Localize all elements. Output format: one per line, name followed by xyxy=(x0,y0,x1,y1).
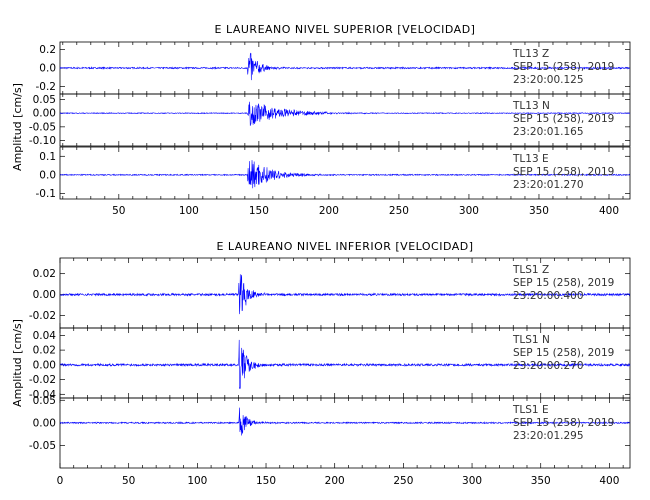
waveform-line xyxy=(59,274,631,315)
x-tick-label: 200 xyxy=(319,205,339,217)
y-tick-label: 0.05 xyxy=(33,94,56,106)
start-time-label: 23:20:01.165 xyxy=(513,126,584,138)
top-panel-title: E LAUREANO NIVEL SUPERIOR [VELOCIDAD] xyxy=(215,23,476,36)
start-time-label: 23:20:00.270 xyxy=(513,360,584,372)
start-time-label: 23:20:00.125 xyxy=(513,74,584,86)
y-tick-label: -0.1 xyxy=(36,188,57,200)
y-tick-label: 0.02 xyxy=(33,345,56,357)
date-label: SEP 15 (258), 2019 xyxy=(513,61,614,73)
x-tick-label: 50 xyxy=(112,205,125,217)
waveform-line xyxy=(59,407,631,436)
x-tick-label: 300 xyxy=(462,475,482,487)
y-tick-label: 0.04 xyxy=(33,330,57,342)
y-tick-label: 0.2 xyxy=(39,44,56,56)
date-label: SEP 15 (258), 2019 xyxy=(513,277,614,289)
date-label: SEP 15 (258), 2019 xyxy=(513,347,614,359)
station-label: TL13 N xyxy=(512,100,550,112)
y-tick-label: 0.00 xyxy=(33,289,56,301)
x-tick-label: 100 xyxy=(187,475,207,487)
date-label: SEP 15 (258), 2019 xyxy=(513,166,614,178)
x-tick-label: 150 xyxy=(249,205,269,217)
y-tick-label: 0.00 xyxy=(33,108,56,120)
date-label: SEP 15 (258), 2019 xyxy=(513,113,614,125)
bottom-panel: 0 50 100 150 200 250 300 350 400 0.02 0.00 -0.02 TLS… xyxy=(29,257,631,487)
x-tick-label: 0 xyxy=(57,475,64,487)
trace-frame xyxy=(59,93,631,147)
x-tick-label: 250 xyxy=(389,205,409,217)
x-tick-label: 200 xyxy=(325,475,345,487)
station-label: TLS1 Z xyxy=(512,264,549,276)
x-tick-label: 400 xyxy=(599,205,619,217)
x-tick-label: 50 xyxy=(122,475,135,487)
x-tick-label: 350 xyxy=(529,205,549,217)
y-tick-label: 0.00 xyxy=(33,359,56,371)
waveform-line xyxy=(59,101,631,126)
y-tick-label: 0.0 xyxy=(39,169,56,181)
x-tick-label: 250 xyxy=(393,475,413,487)
x-tick-label: 300 xyxy=(459,205,479,217)
y-tick-label: 0.0 xyxy=(39,63,56,75)
waveform-line xyxy=(59,339,631,390)
x-tick-label: 350 xyxy=(531,475,551,487)
station-label: TLS1 N xyxy=(512,334,550,346)
bottom-panel-title: E LAUREANO NIVEL INFERIOR [VELOCIDAD] xyxy=(216,240,473,253)
y-tick-label: -0.04 xyxy=(29,389,56,401)
y-tick-label: -0.05 xyxy=(29,121,56,133)
top-panel-ylabel: Amplitud [cm/s] xyxy=(11,83,24,171)
station-label: TLS1 E xyxy=(512,404,549,416)
y-tick-label: -0.05 xyxy=(29,440,56,452)
y-tick-label: 0.00 xyxy=(33,417,56,429)
start-time-label: 23:20:00.400 xyxy=(513,290,584,302)
trace-frame xyxy=(59,397,631,469)
start-time-label: 23:20:01.295 xyxy=(513,430,584,442)
trace-frame xyxy=(59,146,631,200)
x-tick-label: 150 xyxy=(256,475,276,487)
y-tick-label: -0.10 xyxy=(29,135,56,147)
date-label: SEP 15 (258), 2019 xyxy=(513,417,614,429)
waveform-line xyxy=(59,52,631,81)
bottom-panel-ylabel: Amplitud [cm/s] xyxy=(11,319,24,407)
y-tick-label: 0.02 xyxy=(33,268,56,280)
y-tick-label: 0.1 xyxy=(39,151,56,163)
x-tick-label: 100 xyxy=(179,205,199,217)
station-label: TL13 Z xyxy=(512,48,549,60)
waveform-line xyxy=(59,160,631,189)
y-tick-label: -0.2 xyxy=(36,81,57,93)
y-tick-label: -0.02 xyxy=(29,310,56,322)
station-label: TL13 E xyxy=(512,153,549,165)
x-tick-label: 400 xyxy=(599,475,619,487)
start-time-label: 23:20:01.270 xyxy=(513,179,584,191)
y-tick-label: 0.05 xyxy=(33,395,56,407)
y-tick-label: -0.02 xyxy=(29,374,56,386)
